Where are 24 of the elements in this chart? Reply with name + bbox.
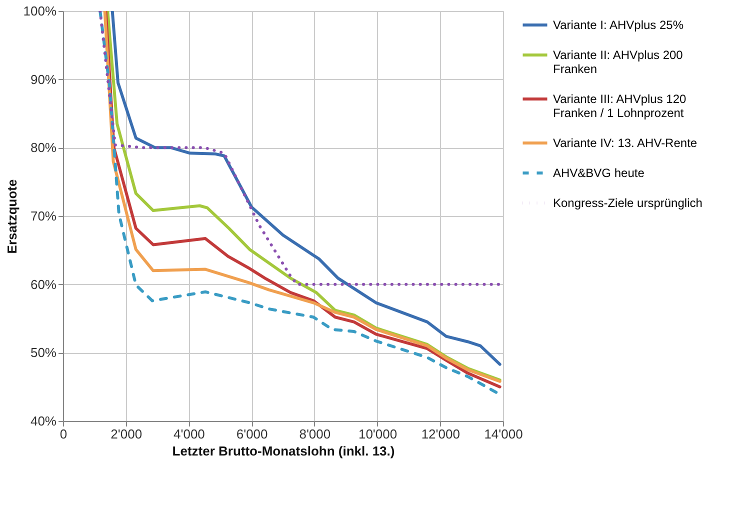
legend-label: Variante II: AHVplus 200 Franken xyxy=(553,48,684,76)
y-tick-label: 40% xyxy=(30,414,57,428)
y-tick-label: 70% xyxy=(30,208,57,224)
x-tick-label: 10'000 xyxy=(358,426,398,442)
x-tick-label: 12'000 xyxy=(421,426,460,442)
y-tick-label: 100% xyxy=(23,4,57,18)
x-tick-label: 6'000 xyxy=(236,426,268,442)
legend-label: Kongress-Ziele ursprünglich xyxy=(553,196,702,210)
legend-label: Variante III: AHVplus 120 Franken / 1 Lohnprozent xyxy=(553,92,687,120)
y-tick-label: 50% xyxy=(30,345,57,360)
line-series xyxy=(98,11,502,286)
x-tick-label: 14'000 xyxy=(484,426,523,442)
x-tick-label: 8'000 xyxy=(299,426,331,442)
x-axis-title: Letzter Brutto-Monatslohn (inkl. 13.) xyxy=(172,444,395,458)
y-axis-title: Ersatzquote xyxy=(4,179,20,254)
x-tick-label: 2'000 xyxy=(110,426,142,442)
legend-label: Variante IV: 13. AHV-Rente xyxy=(553,136,698,150)
x-tick-label: 0 xyxy=(60,426,68,442)
y-tick-label: 90% xyxy=(30,72,57,87)
y-tick-label: 80% xyxy=(30,140,57,156)
y-tick-label: 60% xyxy=(30,276,57,292)
legend-label: Variante I: AHVplus 25% xyxy=(553,18,684,32)
legend-label: AHV&BVG heute xyxy=(553,166,645,180)
x-tick-label: 4'000 xyxy=(174,426,205,442)
